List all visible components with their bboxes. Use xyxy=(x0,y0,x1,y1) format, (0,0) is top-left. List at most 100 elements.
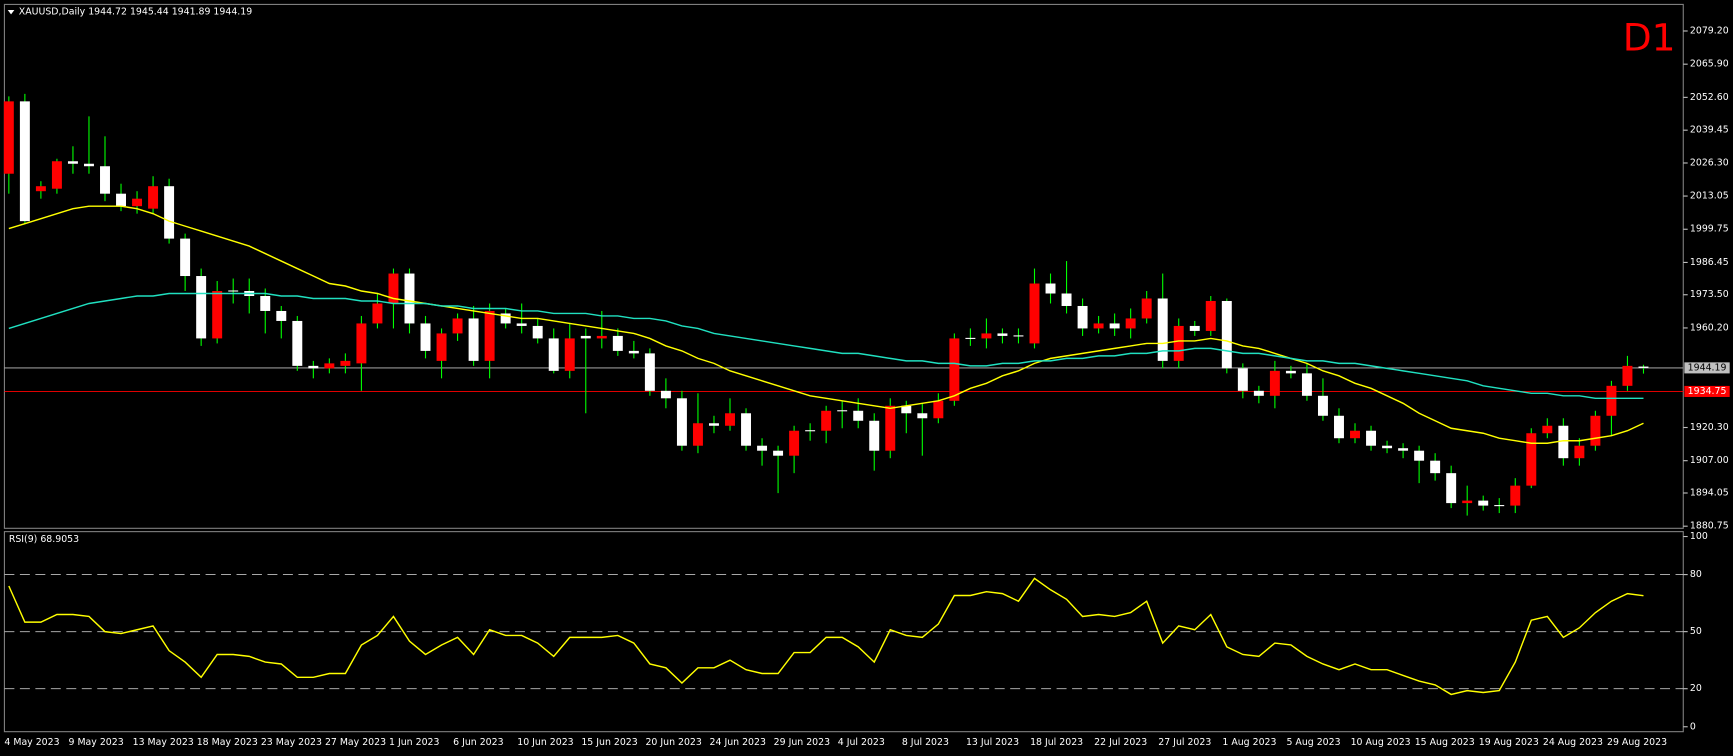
x-tick-label: 23 May 2023 xyxy=(261,737,322,748)
candle-body xyxy=(1558,425,1569,459)
candle-body xyxy=(1446,473,1457,504)
candle-body xyxy=(132,198,143,207)
y-tick-label: 1986.45 xyxy=(1690,257,1729,268)
rsi-line xyxy=(8,577,1644,696)
y-tick-label: 2065.90 xyxy=(1690,59,1729,70)
candle-body xyxy=(532,325,543,339)
candle-body xyxy=(292,320,303,366)
x-tick-label: 20 Jun 2023 xyxy=(645,737,701,748)
x-tick-label: 10 Jun 2023 xyxy=(517,737,573,748)
candle-body xyxy=(709,423,719,426)
candle-body xyxy=(196,276,207,339)
candle-body xyxy=(1526,433,1537,486)
candle-body xyxy=(1606,385,1617,416)
candle-body xyxy=(997,333,1008,336)
y-tick-label: 80 xyxy=(1690,569,1702,580)
candle-body xyxy=(1253,390,1264,396)
rsi-title: RSI(9) 68.9053 xyxy=(9,534,79,545)
candle-body xyxy=(484,310,495,361)
chart-header: XAUUSD,Daily 1944.72 1945.44 1941.89 194… xyxy=(19,7,252,18)
candle-body xyxy=(404,273,415,324)
candle-body xyxy=(83,163,94,167)
candle-body xyxy=(420,323,431,351)
candle-body xyxy=(1221,300,1232,369)
candle-body xyxy=(436,333,447,361)
x-tick-label: 18 Jul 2023 xyxy=(1030,737,1083,748)
candle-body xyxy=(1334,415,1344,439)
candle-body xyxy=(516,323,527,326)
x-tick-label: 4 May 2023 xyxy=(4,737,59,748)
candle-body xyxy=(1189,325,1200,331)
y-tick-label: 2026.30 xyxy=(1690,157,1729,168)
candle-body xyxy=(1109,323,1120,329)
candle-body xyxy=(340,360,351,366)
x-tick-label: 15 Aug 2023 xyxy=(1415,737,1475,748)
candle-body xyxy=(660,390,671,399)
candle-body xyxy=(67,161,78,164)
x-tick-label: 29 Jun 2023 xyxy=(774,737,830,748)
candle-body xyxy=(1382,445,1393,449)
candle-body xyxy=(1077,305,1088,329)
x-tick-label: 18 May 2023 xyxy=(197,737,258,748)
candle-body xyxy=(789,430,800,456)
x-tick-label: 27 May 2023 xyxy=(325,737,386,748)
timeframe-label: D1 xyxy=(1623,15,1676,59)
price-label-box xyxy=(1684,362,1730,374)
candle-body xyxy=(324,363,335,369)
candle-body xyxy=(1350,430,1360,439)
x-tick-label: 24 Aug 2023 xyxy=(1543,737,1603,748)
candle-body xyxy=(548,338,559,371)
y-tick-label: 20 xyxy=(1690,683,1702,694)
candle-body xyxy=(116,193,126,207)
x-tick-label: 1 Aug 2023 xyxy=(1222,737,1276,748)
y-tick-label: 1999.75 xyxy=(1690,224,1729,235)
moving-average xyxy=(8,205,1644,444)
candle-body xyxy=(885,405,896,451)
candle-body xyxy=(212,291,223,339)
candle-body xyxy=(1205,300,1216,331)
candle-body xyxy=(276,310,287,321)
candle-body xyxy=(1301,373,1312,396)
x-tick-label: 5 Aug 2023 xyxy=(1286,737,1340,748)
y-tick-label: 1920.30 xyxy=(1690,422,1729,433)
candle-body xyxy=(3,101,14,174)
candle-body xyxy=(1638,366,1649,368)
x-tick-label: 8 Jul 2023 xyxy=(902,737,949,748)
candle-body xyxy=(372,303,383,324)
candle-body xyxy=(725,413,735,426)
candle-body xyxy=(821,410,832,431)
candle-body xyxy=(452,318,463,334)
candle-body xyxy=(1398,448,1409,451)
candle-body xyxy=(1366,430,1377,446)
candle-body xyxy=(1462,500,1473,504)
price-label: 1934.75 xyxy=(1688,386,1727,397)
y-tick-label: 2013.05 xyxy=(1690,191,1729,202)
candle-body xyxy=(180,238,191,277)
candle-body xyxy=(644,353,655,391)
x-tick-label: 10 Aug 2023 xyxy=(1351,737,1411,748)
candle-body xyxy=(1141,298,1152,319)
candle-body xyxy=(917,413,928,419)
price-label: 1944.19 xyxy=(1688,362,1727,373)
candle-body xyxy=(35,186,46,192)
menu-arrow[interactable] xyxy=(7,9,15,15)
candle-body xyxy=(1510,485,1521,506)
candle-body xyxy=(1093,323,1104,329)
candle-body xyxy=(1542,425,1553,434)
candle-body xyxy=(19,101,30,222)
y-tick-label: 2039.45 xyxy=(1690,125,1729,136)
candle-body xyxy=(260,295,271,311)
candle-body xyxy=(869,420,880,451)
candle-body xyxy=(773,450,784,456)
y-tick-label: 1894.05 xyxy=(1690,488,1729,499)
candle-body xyxy=(1269,370,1280,396)
y-tick-label: 2079.20 xyxy=(1690,25,1729,36)
candle-body xyxy=(901,405,912,414)
candle-body xyxy=(1285,370,1296,374)
candle-body xyxy=(757,445,768,451)
candle-body xyxy=(981,333,992,339)
y-tick-label: 1907.00 xyxy=(1690,455,1729,466)
plot-layer: 2079.20 2065.90 2052.60 2039.45 2026.30 2013.… xyxy=(3,25,1730,748)
